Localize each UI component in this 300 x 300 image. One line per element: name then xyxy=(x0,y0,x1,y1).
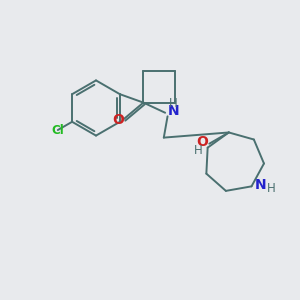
Text: N: N xyxy=(254,178,266,192)
Text: H: H xyxy=(194,144,202,157)
Text: H: H xyxy=(266,182,275,195)
Text: O: O xyxy=(112,113,124,128)
Text: Cl: Cl xyxy=(51,124,64,136)
Text: H: H xyxy=(169,97,178,110)
Text: N: N xyxy=(168,104,179,118)
Text: O: O xyxy=(196,135,208,149)
